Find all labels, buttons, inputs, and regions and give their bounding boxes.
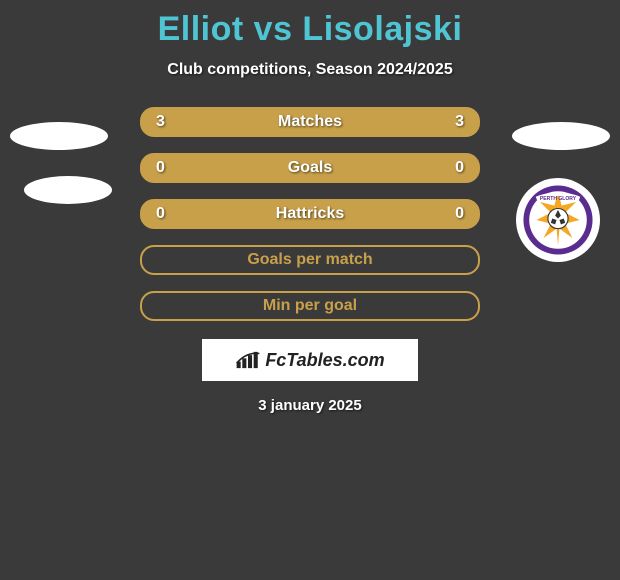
subtitle: Club competitions, Season 2024/2025	[0, 61, 620, 79]
stat-row-hattricks: 0 Hattricks 0	[140, 199, 480, 229]
stat-label: Matches	[278, 113, 342, 131]
bars-icon	[235, 350, 261, 370]
stats-container: 3 Matches 3 0 Goals 0 0 Hattricks 0 Goal…	[140, 107, 480, 321]
perth-glory-icon: PERTH GLORY	[522, 184, 594, 256]
stat-row-min-per-goal: Min per goal	[140, 291, 480, 321]
left-badge-oval-1	[10, 122, 108, 150]
stat-right-value: 0	[444, 159, 464, 177]
stat-row-goals-per-match: Goals per match	[140, 245, 480, 275]
right-badge-oval-1	[512, 122, 610, 150]
page-title: Elliot vs Lisolajski	[0, 0, 620, 49]
stat-right-value: 3	[444, 113, 464, 131]
svg-text:PERTH GLORY: PERTH GLORY	[540, 196, 577, 202]
stat-row-goals: 0 Goals 0	[140, 153, 480, 183]
stat-right-value: 0	[444, 205, 464, 223]
stat-label: Min per goal	[263, 297, 357, 315]
right-team-logo: PERTH GLORY	[516, 178, 600, 262]
stat-row-matches: 3 Matches 3	[140, 107, 480, 137]
stat-label: Hattricks	[276, 205, 344, 223]
stat-left-value: 3	[156, 113, 176, 131]
watermark: FcTables.com	[202, 339, 418, 381]
date-text: 3 january 2025	[0, 397, 620, 414]
stat-left-value: 0	[156, 205, 176, 223]
left-badge-oval-2	[24, 176, 112, 204]
watermark-text: FcTables.com	[265, 350, 384, 371]
stat-label: Goals per match	[247, 251, 372, 269]
stat-label: Goals	[288, 159, 332, 177]
stat-left-value: 0	[156, 159, 176, 177]
